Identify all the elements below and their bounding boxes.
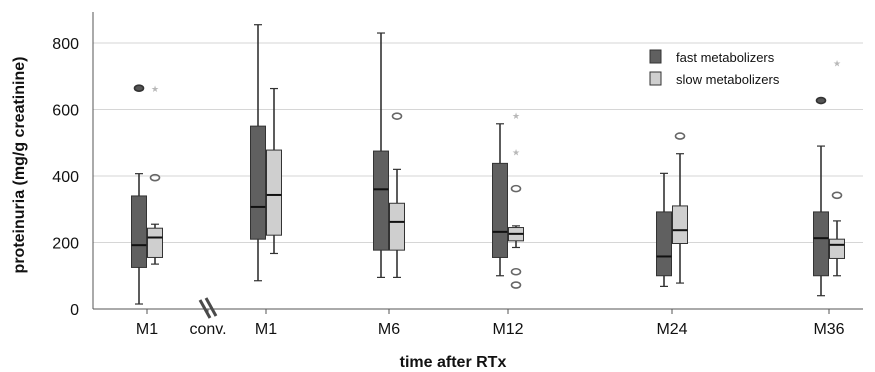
box-slow-M6 — [389, 112, 405, 279]
axis-break-stroke — [204, 297, 218, 317]
outlier-circle — [815, 96, 827, 105]
outlier-circle — [831, 191, 843, 200]
iqr-box — [813, 211, 829, 277]
iqr-box — [250, 125, 266, 240]
gridlines — [93, 42, 863, 243]
iqr-box — [266, 149, 282, 236]
axis-break-marker — [198, 297, 218, 319]
outlier-circle — [391, 112, 403, 120]
outlier-circle — [149, 173, 161, 182]
iqr-box — [656, 211, 672, 277]
y-tick-label: 600 — [52, 103, 79, 120]
iqr-box — [147, 227, 163, 258]
outlier-circle — [510, 184, 522, 193]
outlier-star: ★ — [512, 112, 520, 122]
y-tick-label: 400 — [52, 169, 79, 186]
legend-label: fast metabolizers — [676, 50, 775, 65]
iqr-box — [131, 195, 147, 268]
tick-labels: 0 200 400 600 800 M1 conv. M1 M6 M12 M24 M36 — [52, 36, 844, 338]
box-fast-M1 — [250, 24, 266, 282]
iqr-box — [492, 162, 508, 258]
outlier-circle — [510, 267, 522, 276]
box-slow-M24 — [672, 132, 688, 284]
outlier-star: ★ — [512, 149, 520, 159]
outlier-circle — [510, 281, 522, 289]
iqr-box — [672, 205, 688, 244]
x-tick-label: conv. — [189, 321, 226, 338]
y-tick-label: 200 — [52, 236, 79, 253]
box-slow-M1: ★ — [147, 85, 163, 265]
axis-break-stroke — [198, 299, 212, 319]
x-tick-label: M1 — [136, 321, 158, 338]
box-fast-M1 — [131, 84, 147, 305]
x-tick-label: M36 — [813, 321, 844, 338]
outlier-star: ★ — [151, 85, 159, 95]
iqr-box — [829, 238, 845, 259]
y-axis-title: proteinuria (mg/g creatinine) — [11, 57, 28, 274]
legend-label: slow metabolizers — [676, 72, 780, 87]
box-slow-M12: ★★ — [508, 112, 524, 289]
legend: fast metabolizers slow metabolizers — [649, 49, 780, 87]
axes — [92, 12, 863, 319]
x-tick-label: M24 — [656, 321, 687, 338]
outlier-star: ★ — [833, 60, 841, 70]
outlier-circle — [133, 84, 145, 93]
legend-swatch — [649, 71, 662, 86]
box-fast-M36 — [813, 96, 829, 297]
box-fast-M12 — [492, 123, 508, 277]
iqr-box — [373, 150, 389, 251]
y-tick-label: 0 — [70, 302, 79, 319]
x-tick-label: M1 — [255, 321, 277, 338]
box-slow-M36: ★ — [829, 60, 845, 277]
boxes: ★★★★ — [131, 24, 845, 305]
x-axis-title: time after RTx — [400, 354, 507, 371]
box-slow-M1 — [266, 87, 282, 255]
x-tick-label: M12 — [492, 321, 523, 338]
box-fast-M24 — [656, 172, 672, 287]
legend-swatch — [649, 49, 662, 64]
box-fast-M6 — [373, 32, 389, 279]
iqr-box — [389, 202, 405, 251]
x-tick-label: M6 — [378, 321, 400, 338]
outlier-circle — [674, 132, 686, 140]
y-tick-label: 800 — [52, 36, 79, 53]
